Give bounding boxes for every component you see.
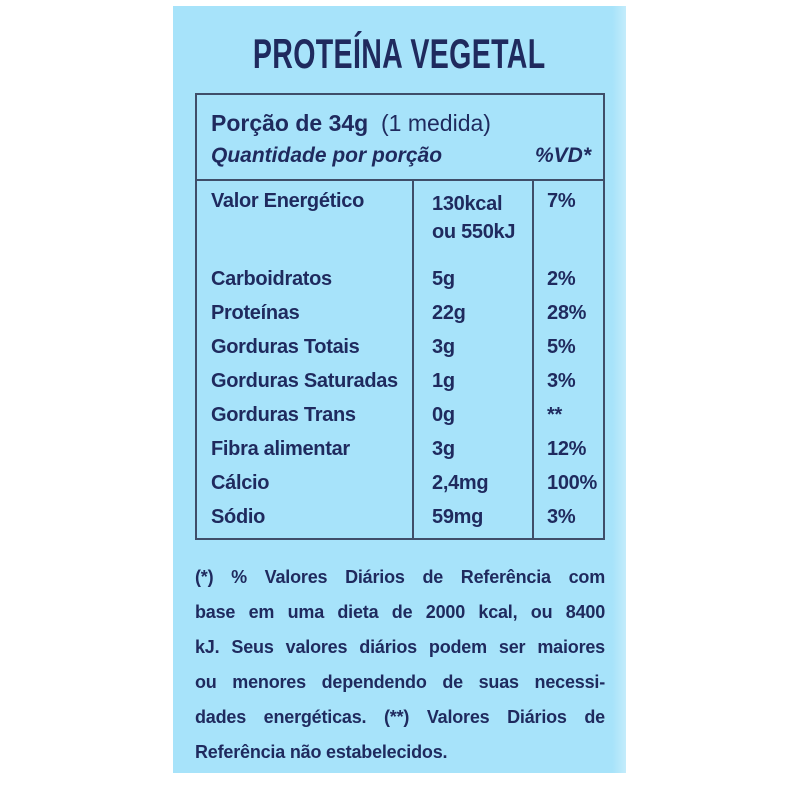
table-row-carbs: Carboidratos 5g 2% <box>197 262 603 296</box>
nutrient-value: 130kcal ou 550kJ <box>432 193 516 243</box>
column-divider-1 <box>412 181 414 538</box>
table-row-calcium: Cálcio 2,4mg 100% <box>197 466 603 500</box>
nutrient-label: Gorduras Trans <box>211 403 356 426</box>
footnote-line: ou menores dependendo de suas necessi- <box>195 672 605 692</box>
footnote-line: base em uma dieta de 2000 kcal, ou 8400 <box>195 602 605 622</box>
nutrient-value: 1g <box>432 369 455 392</box>
column-header-vd: %VD* <box>534 144 591 167</box>
column-headers: Quantidade por porção %VD* <box>211 144 591 168</box>
column-header-quantity: Quantidade por porção <box>211 144 443 167</box>
column-divider-2 <box>532 181 534 538</box>
nutrient-label: Proteínas <box>211 301 300 324</box>
product-title-wrap: PROTEÍNA VEGETAL <box>173 30 626 78</box>
table-row-total-fat: Gorduras Totais 3g 5% <box>197 330 603 364</box>
nutrition-table-body: Valor Energético 130kcal ou 550kJ 7% Car… <box>197 181 603 538</box>
nutrient-vd: 28% <box>547 301 587 324</box>
table-row-sodium: Sódio 59mg 3% <box>197 500 603 534</box>
nutrient-vd: 7% <box>547 190 576 212</box>
nutrition-table: Porção de 34g (1 medida) Quantidade por … <box>195 93 605 540</box>
nutrient-value: 3g <box>432 437 455 460</box>
nutrient-label: Gorduras Totais <box>211 335 360 358</box>
nutrient-vd: 12% <box>547 437 587 460</box>
nutrient-value: 2,4mg <box>432 471 489 494</box>
nutrient-label: Gorduras Saturadas <box>211 369 398 392</box>
nutrient-label: Cálcio <box>211 471 270 494</box>
nutrient-label: Valor Energético <box>211 190 365 212</box>
footnote-line: kJ. Seus valores diários podem ser maior… <box>195 637 605 657</box>
table-row-protein: Proteínas 22g 28% <box>197 296 603 330</box>
nutrient-vd: 3% <box>547 369 576 392</box>
table-row-fiber: Fibra alimentar 3g 12% <box>197 432 603 466</box>
nutrient-value: 22g <box>432 301 466 324</box>
nutrient-value: 3g <box>432 335 455 358</box>
footnote-line: Referência não estabelecidos. <box>195 742 448 762</box>
nutrient-vd: 3% <box>547 505 576 528</box>
nutrient-value: 0g <box>432 403 455 426</box>
nutrient-label: Sódio <box>211 505 266 528</box>
table-row-trans-fat: Gorduras Trans 0g ** <box>197 398 603 432</box>
nutrient-label: Carboidratos <box>211 267 332 290</box>
product-title: PROTEÍNA VEGETAL <box>253 30 546 77</box>
daily-values-footnote: (*) % Valores Diários de Referência com … <box>195 560 605 770</box>
serving-size-line: Porção de 34g (1 medida) <box>211 110 591 137</box>
footnote-line: dades energéticas. (**) Valores Diários … <box>195 707 605 727</box>
table-row-energy: Valor Energético 130kcal ou 550kJ 7% <box>197 190 603 250</box>
serving-measure: (1 medida) <box>381 110 491 136</box>
nutrient-vd: 2% <box>547 267 576 290</box>
nutrient-value: 59mg <box>432 505 484 528</box>
nutrient-vd: ** <box>547 403 562 426</box>
nutrient-label: Fibra alimentar <box>211 437 350 460</box>
nutrient-vd: 5% <box>547 335 576 358</box>
label-panel: PROTEÍNA VEGETAL Porção de 34g (1 medida… <box>173 6 626 773</box>
table-row-saturated-fat: Gorduras Saturadas 1g 3% <box>197 364 603 398</box>
footnote-line: (*) % Valores Diários de Referência com <box>195 567 605 587</box>
nutrient-vd: 100% <box>547 471 597 494</box>
nutrient-value: 5g <box>432 267 455 290</box>
nutrition-table-header: Porção de 34g (1 medida) Quantidade por … <box>197 95 603 181</box>
serving-size: Porção de 34g <box>211 110 369 136</box>
